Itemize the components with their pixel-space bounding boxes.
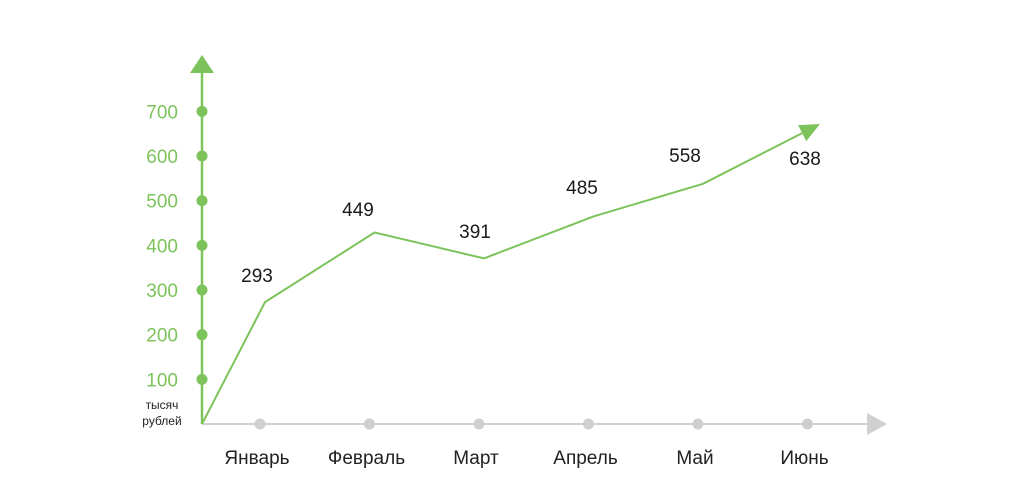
y-tick-dot bbox=[196, 150, 208, 162]
y-tick-dot bbox=[196, 195, 208, 207]
x-tick-label: Апрель bbox=[553, 448, 618, 469]
y-axis-title-line-1: тысяч bbox=[146, 398, 179, 412]
y-tick-label: 500 bbox=[146, 192, 178, 213]
x-tick-dot bbox=[802, 418, 813, 430]
series-line bbox=[201, 132, 803, 425]
data-label: 558 bbox=[669, 146, 701, 167]
x-tick-label: Январь bbox=[224, 448, 289, 469]
x-axis-arrow bbox=[867, 413, 887, 435]
x-tick-label: Февраль bbox=[328, 448, 405, 469]
y-tick-dot bbox=[196, 239, 208, 251]
y-tick-label: 600 bbox=[146, 147, 178, 168]
y-tick-label: 400 bbox=[146, 236, 178, 257]
x-tick-label: Март bbox=[453, 448, 499, 469]
x-axis: Январь Февраль Март Апрель Май Июнь bbox=[202, 413, 887, 469]
x-tick-dot bbox=[692, 418, 704, 430]
series-revenue: 293 449 391 485 558 638 bbox=[201, 124, 821, 425]
x-tick-dot bbox=[254, 418, 266, 430]
data-label: 293 bbox=[241, 266, 273, 287]
y-tick-dot bbox=[196, 329, 208, 341]
x-tick-dot bbox=[473, 418, 485, 430]
x-tick-label: Май bbox=[676, 448, 713, 469]
data-label: 449 bbox=[342, 200, 374, 221]
y-tick-label: 300 bbox=[146, 281, 178, 302]
x-tick-dot bbox=[583, 418, 594, 430]
y-tick-dot bbox=[196, 105, 208, 117]
y-axis-arrow bbox=[190, 55, 214, 73]
data-label: 391 bbox=[459, 222, 491, 243]
y-tick-dot bbox=[196, 373, 208, 385]
x-tick-dot bbox=[364, 418, 375, 430]
series-arrow-head bbox=[798, 124, 820, 142]
y-axis-title-line-2: рублей bbox=[142, 414, 181, 428]
y-tick-label: 700 bbox=[146, 102, 178, 123]
data-label: 638 bbox=[789, 149, 821, 170]
y-tick-dot bbox=[196, 284, 208, 296]
x-tick-label: Июнь bbox=[780, 448, 828, 469]
y-axis: 100 200 300 400 500 600 700 bbox=[146, 55, 214, 424]
y-tick-label: 100 bbox=[146, 370, 178, 391]
y-tick-label: 200 bbox=[146, 326, 178, 347]
data-label: 485 bbox=[566, 178, 598, 199]
